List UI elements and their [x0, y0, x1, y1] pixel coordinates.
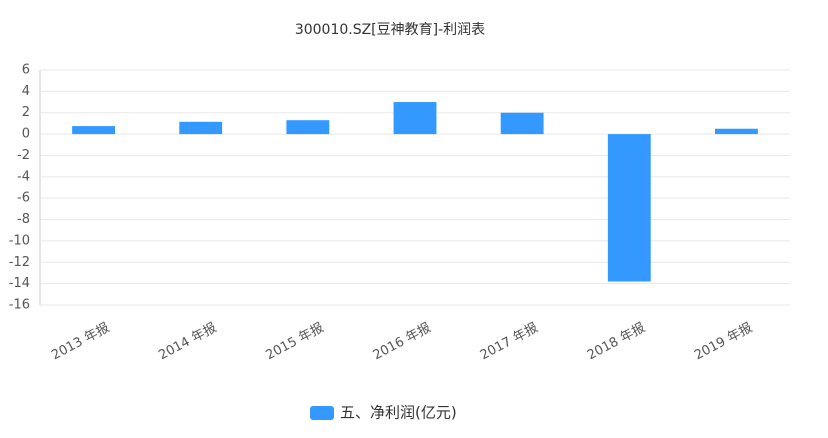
- x-tick-label: 2016 年报: [371, 320, 434, 363]
- x-tick-label: 2018 年报: [585, 320, 648, 363]
- y-tick-label: 4: [22, 84, 30, 99]
- y-tick-label: -14: [9, 276, 30, 291]
- y-tick-label: 6: [22, 63, 30, 78]
- y-tick-label: -10: [9, 233, 30, 248]
- bar: [393, 102, 437, 135]
- chart-title: 300010.SZ[豆神教育]-利润表: [295, 22, 485, 38]
- y-tick-label: -16: [9, 298, 30, 313]
- y-tick-label: -6: [17, 191, 30, 206]
- y-tick-label: -2: [17, 148, 30, 163]
- y-tick-label: 0: [22, 127, 30, 142]
- bar: [607, 134, 651, 282]
- bar: [500, 112, 544, 135]
- legend-label: 五、净利润(亿元): [340, 404, 457, 422]
- bar: [715, 128, 758, 135]
- x-tick-label: 2019 年报: [692, 320, 755, 363]
- legend-swatch: [310, 406, 334, 420]
- y-tick-label: -4: [17, 169, 30, 184]
- y-tick-label: -8: [17, 212, 30, 227]
- x-tick-label: 2013 年报: [49, 320, 112, 363]
- bar: [179, 121, 223, 135]
- bar: [72, 126, 115, 135]
- bar: [286, 120, 330, 135]
- y-tick-label: 2: [22, 105, 30, 120]
- x-tick-label: 2017 年报: [478, 320, 541, 363]
- y-tick-label: -12: [9, 255, 30, 270]
- x-tick-label: 2014 年报: [156, 320, 219, 363]
- x-tick-label: 2015 年报: [264, 320, 327, 363]
